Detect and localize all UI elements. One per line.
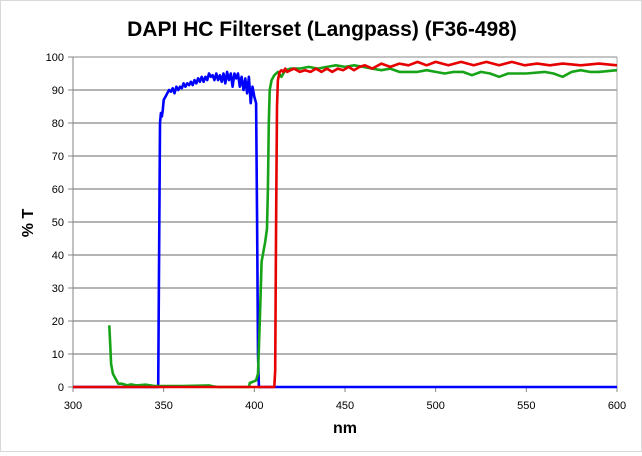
y-tick-label: 40 xyxy=(52,250,64,262)
x-tick-label: 300 xyxy=(64,400,82,412)
chart-title: DAPI HC Filterset (Langpass) (F36-498) xyxy=(127,18,517,41)
y-tick-label: 20 xyxy=(52,316,64,328)
y-tick-label: 100 xyxy=(46,52,64,64)
y-tick-label: 10 xyxy=(52,349,64,361)
y-tick-label: 80 xyxy=(52,118,64,130)
x-tick-label: 400 xyxy=(245,400,263,412)
series-line-0 xyxy=(73,70,617,389)
y-tick-label: 0 xyxy=(58,382,64,394)
x-tick-label: 600 xyxy=(608,400,626,412)
axes: 0 10 20 30 40 50 60 70 80 90 100 300 350 400 450 500 550… xyxy=(46,52,627,412)
y-tick-label: 30 xyxy=(52,283,64,295)
y-tick-label: 60 xyxy=(52,184,64,196)
y-tick-label: 70 xyxy=(52,151,64,163)
y-tick-label: 50 xyxy=(52,217,64,229)
series-line-2 xyxy=(73,60,618,389)
x-tick-label: 450 xyxy=(336,400,354,412)
y-tick-label: 90 xyxy=(52,85,64,97)
gridlines xyxy=(73,56,617,355)
y-axis-label: % T xyxy=(20,209,37,238)
series-line-1 xyxy=(108,64,618,389)
x-tick-label: 550 xyxy=(517,400,535,412)
x-tick-label: 500 xyxy=(426,400,444,412)
series-group xyxy=(73,60,618,389)
x-tick-label: 350 xyxy=(154,400,172,412)
x-axis-label: nm xyxy=(333,420,357,437)
